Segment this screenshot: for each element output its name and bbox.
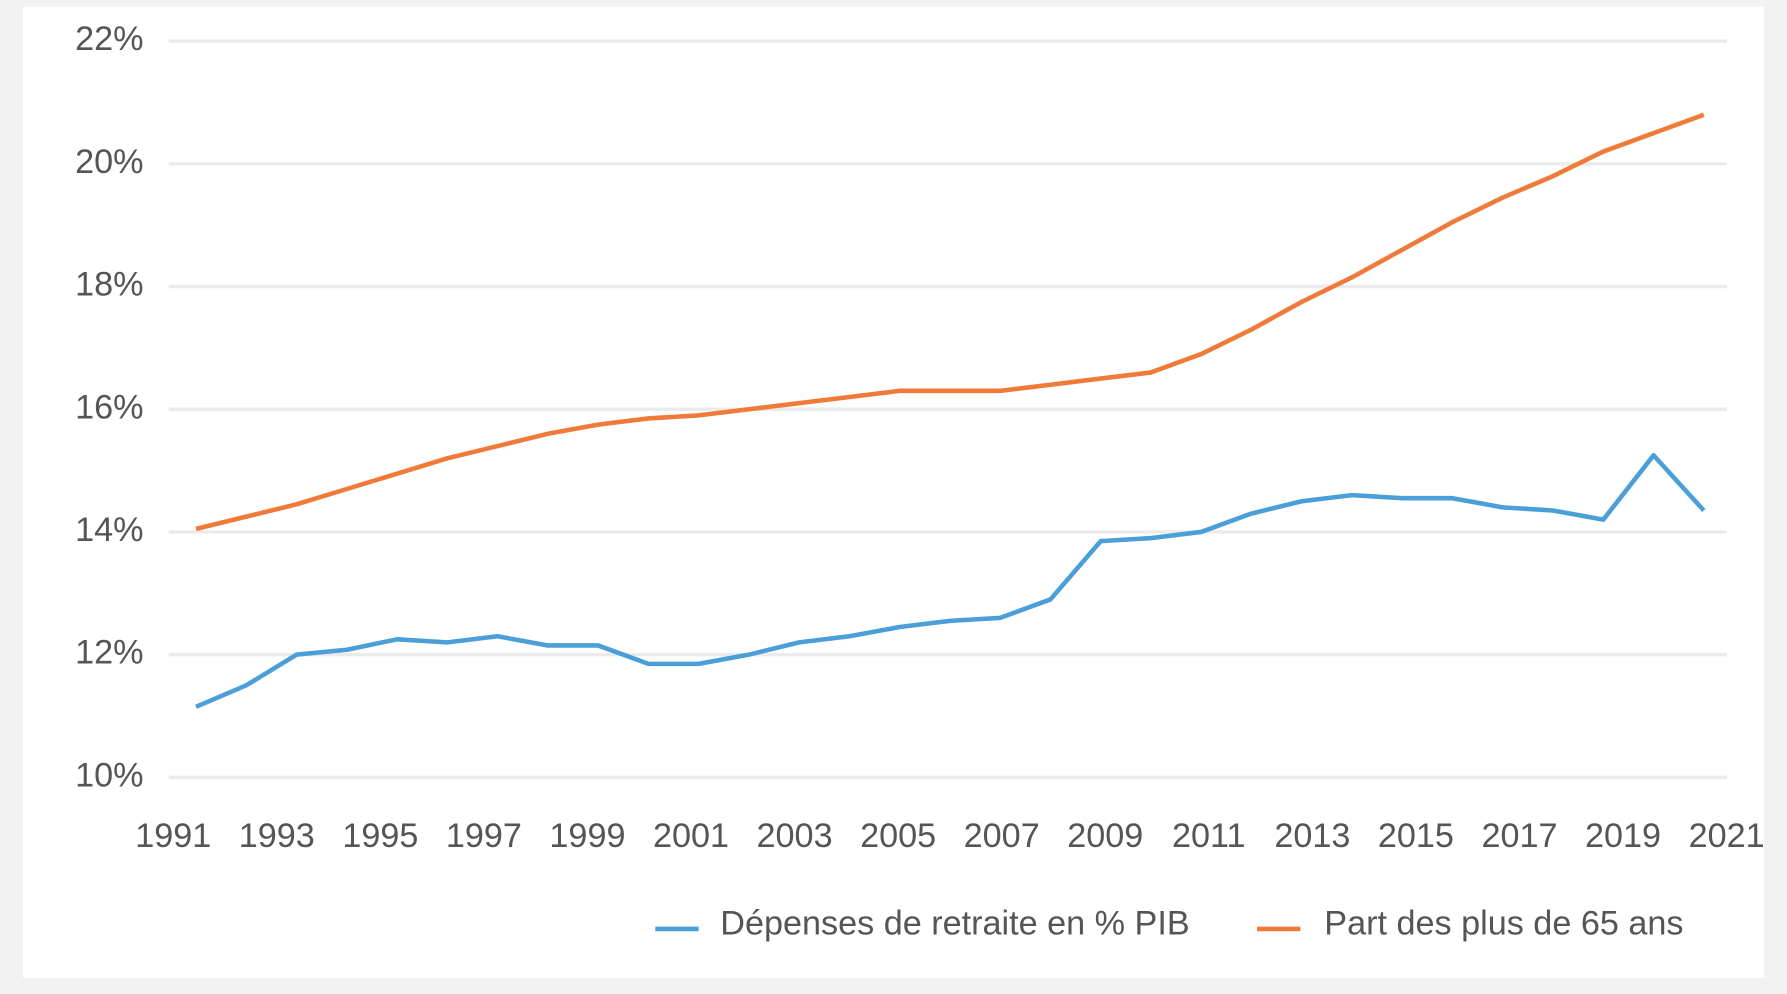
legend-label: Part des plus de 65 ans — [1324, 905, 1683, 943]
x-tick-label: 1991 — [135, 817, 211, 855]
chart-background — [22, 6, 1765, 978]
x-tick-label: 2007 — [964, 817, 1040, 855]
x-tick-label: 2001 — [653, 817, 729, 855]
y-tick-label: 22% — [75, 20, 143, 58]
x-tick-label: 1993 — [239, 817, 315, 855]
y-tick-label: 18% — [75, 266, 143, 304]
x-tick-label: 2003 — [757, 817, 833, 855]
y-tick-label: 10% — [75, 756, 143, 794]
legend-label: Dépenses de retraite en % PIB — [720, 905, 1189, 943]
x-tick-label: 2019 — [1585, 817, 1661, 855]
y-tick-label: 20% — [75, 143, 143, 181]
y-tick-label: 14% — [75, 511, 143, 549]
x-tick-label: 1999 — [549, 817, 625, 855]
y-tick-label: 16% — [75, 388, 143, 426]
x-tick-label: 1997 — [446, 817, 522, 855]
x-tick-label: 1995 — [342, 817, 418, 855]
x-tick-label: 2021 — [1689, 817, 1765, 855]
x-tick-label: 2005 — [860, 817, 936, 855]
y-tick-label: 12% — [75, 634, 143, 672]
line-series — [195, 112, 1705, 532]
line-series — [195, 452, 1706, 709]
x-tick-label: 2017 — [1481, 817, 1557, 855]
x-tick-label: 2009 — [1067, 817, 1143, 855]
x-tick-label: 2015 — [1378, 817, 1454, 855]
x-tick-label: 2013 — [1274, 817, 1350, 855]
x-tick-label: 2011 — [1172, 817, 1246, 855]
